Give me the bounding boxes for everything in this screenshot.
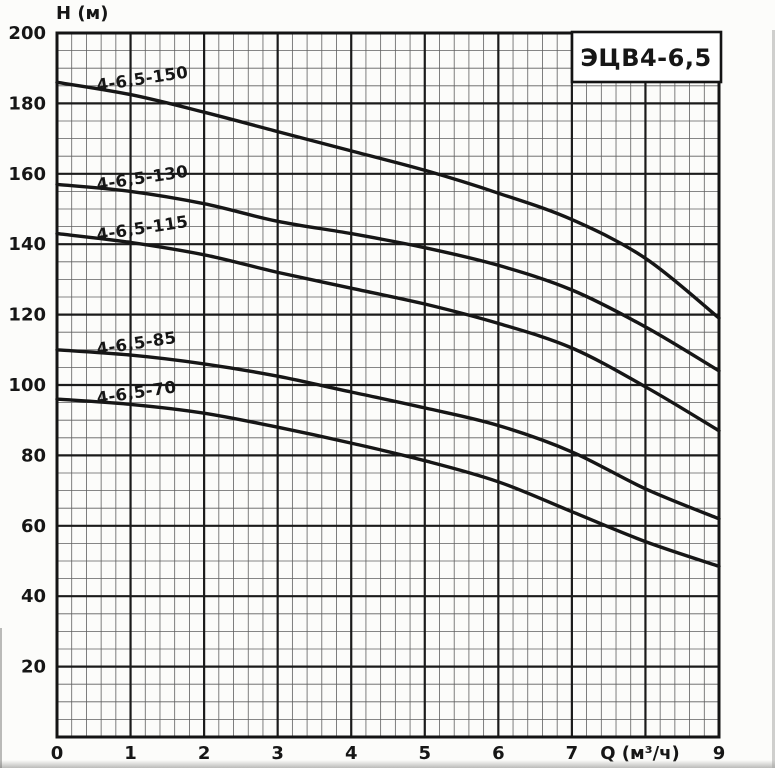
x-tick-label-2: 2 xyxy=(198,743,211,764)
scan-artifact-bottom xyxy=(0,760,775,768)
x-tick-label-5: 5 xyxy=(419,743,432,764)
curve-label-4-6,5-130: 4-6,5-130 xyxy=(95,162,189,194)
chart-title: ЭЦВ4-6,5 xyxy=(580,44,711,72)
curve-label-4-6,5-150: 4-6,5-150 xyxy=(95,63,189,95)
y-axis-ticks: 20 40 60 80 100 120 140 160 180 200 xyxy=(8,23,46,678)
y-tick-label-60: 60 xyxy=(21,516,46,537)
x-tick-label-3: 3 xyxy=(271,743,284,764)
curves-group xyxy=(55,80,721,568)
curve-label-4-6,5-115: 4-6,5-115 xyxy=(95,212,189,244)
pump-curve-4-6,5-70 xyxy=(55,397,721,568)
pump-curve-4-6,5-150 xyxy=(55,80,721,320)
y-tick-label-140: 140 xyxy=(8,234,46,255)
y-tick-label-40: 40 xyxy=(21,586,46,607)
pump-curve-4-6,5-115 xyxy=(55,231,721,433)
pump-curve-4-6,5-85 xyxy=(55,348,721,521)
x-tick-label-7: 7 xyxy=(566,743,579,764)
x-tick-label-6: 6 xyxy=(492,743,505,764)
y-tick-label-180: 180 xyxy=(8,93,46,114)
y-tick-label-80: 80 xyxy=(21,445,46,466)
scan-artifact-right xyxy=(772,30,775,768)
x-tick-label-1: 1 xyxy=(124,743,137,764)
x-tick-label-4: 4 xyxy=(345,743,358,764)
x-tick-label-0: 0 xyxy=(51,743,64,764)
scan-artifact-left xyxy=(0,628,2,768)
x-tick-label-9: 9 xyxy=(713,743,726,764)
x-axis-ticks: 0 1 2 3 4 5 6 7 9 xyxy=(51,743,726,764)
title-box xyxy=(570,30,723,84)
plot-frame xyxy=(55,31,721,739)
y-tick-label-160: 160 xyxy=(8,164,46,185)
x-axis-label: Q (м³/ч) xyxy=(600,743,680,764)
pump-curve-4-6,5-130 xyxy=(55,182,721,373)
y-tick-label-20: 20 xyxy=(21,657,46,678)
y-tick-label-120: 120 xyxy=(8,305,46,326)
y-tick-label-100: 100 xyxy=(8,375,46,396)
y-tick-label-200: 200 xyxy=(8,23,46,44)
y-axis-label: H (м) xyxy=(56,3,109,24)
